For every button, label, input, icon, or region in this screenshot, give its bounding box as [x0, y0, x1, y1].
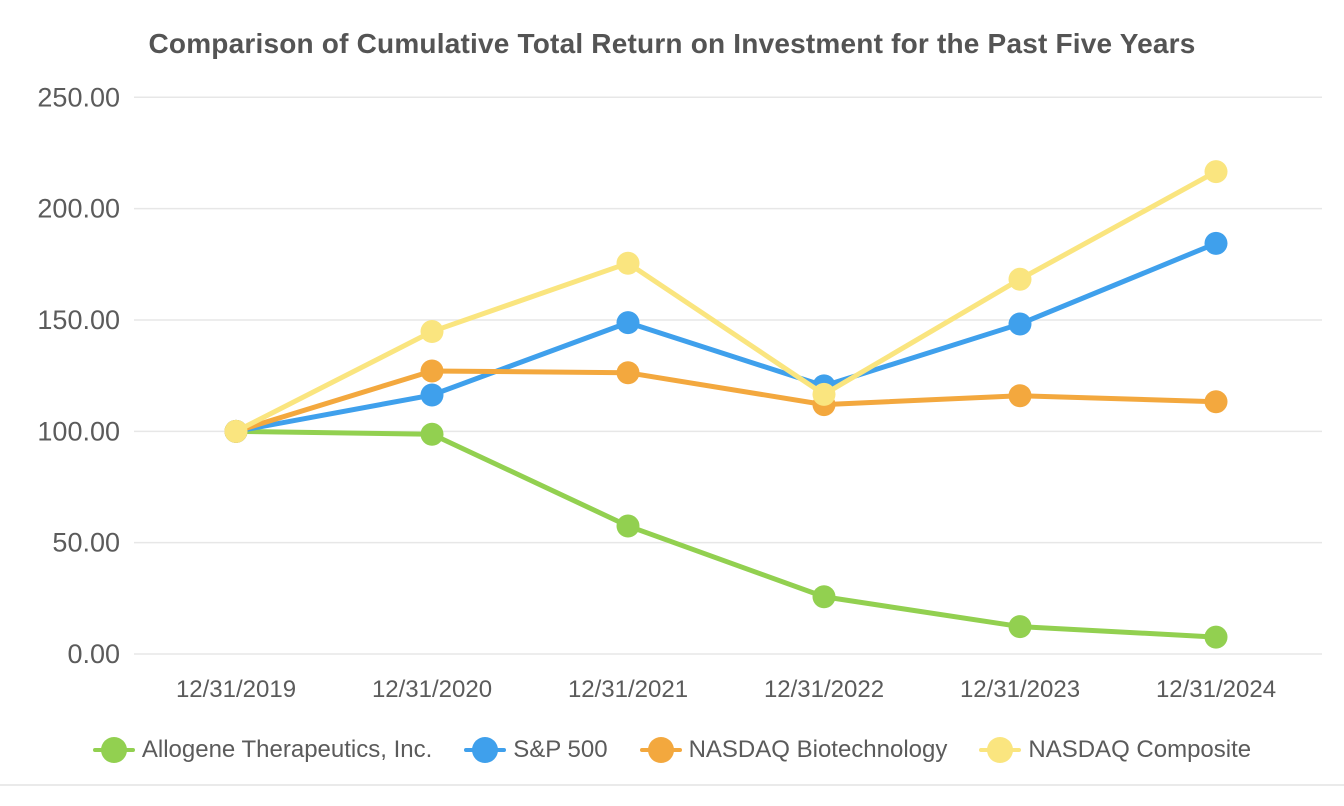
- legend-dot: [987, 737, 1014, 763]
- legend-label: S&P 500: [513, 736, 608, 763]
- data-point-marker: [1204, 390, 1228, 414]
- y-axis-tick-label: 250.00: [37, 82, 120, 112]
- data-point-marker: [420, 422, 444, 446]
- data-point-marker: [1008, 312, 1032, 336]
- series-line: [233, 240, 1219, 434]
- data-point-marker: [616, 251, 640, 275]
- data-point-marker: [616, 311, 640, 335]
- legend-dot: [647, 737, 674, 763]
- data-point-marker: [420, 320, 444, 344]
- legend-item: NASDAQ Composite: [979, 736, 1251, 764]
- legend-dot: [472, 737, 499, 763]
- legend-item: Allogene Therapeutics, Inc.: [92, 736, 433, 764]
- legend-label: Allogene Therapeutics, Inc.: [141, 736, 433, 763]
- y-axis-tick-label: 200.00: [37, 194, 120, 224]
- series-line: [233, 169, 1219, 434]
- y-axis-tick-label: 50.00: [52, 528, 120, 558]
- series-line: [233, 428, 1219, 640]
- y-axis-tick-label: 150.00: [37, 305, 120, 335]
- legend-label: NASDAQ Biotechnology: [688, 736, 948, 763]
- x-axis-tick-label: 12/31/2019: [176, 676, 296, 703]
- legend-marker-icon: [639, 736, 682, 764]
- x-axis-tick-label: 12/31/2022: [764, 676, 884, 703]
- x-axis-tick-label: 12/31/2020: [372, 676, 492, 703]
- data-point-marker: [1204, 160, 1228, 184]
- legend-dot: [100, 737, 127, 763]
- data-point-marker: [616, 514, 640, 538]
- data-point-marker: [616, 361, 640, 385]
- data-point-marker: [1008, 384, 1032, 408]
- series-line: [233, 368, 1219, 434]
- data-point-marker: [1008, 267, 1032, 291]
- x-axis-tick-label: 12/31/2021: [568, 676, 688, 703]
- legend-marker-icon: [92, 736, 135, 764]
- chart-title: Comparison of Cumulative Total Return on…: [148, 28, 1196, 59]
- data-point-marker: [1204, 231, 1228, 255]
- data-point-marker: [224, 419, 248, 443]
- data-point-marker: [1008, 615, 1032, 639]
- y-axis-tick-label: 0.00: [67, 639, 120, 669]
- data-point-marker: [812, 585, 836, 609]
- legend-marker-icon: [464, 736, 507, 764]
- line-chart-plot-area: 250.00 200.00 150.00 100.00 50.00 0.00 12/31/2…: [37, 82, 1322, 703]
- legend-label: NASDAQ Composite: [1028, 736, 1252, 763]
- legend-marker-icon: [979, 736, 1022, 764]
- x-axis-tick-label: 12/31/2023: [960, 676, 1080, 703]
- data-point-marker: [420, 359, 444, 383]
- legend-item: S&P 500: [464, 736, 608, 764]
- legend-item: NASDAQ Biotechnology: [639, 736, 948, 764]
- data-point-marker: [420, 383, 444, 407]
- y-axis-tick-label: 100.00: [37, 416, 120, 446]
- x-axis-tick-label: 12/31/2024: [1156, 676, 1276, 703]
- bottom-divider: [0, 784, 1344, 786]
- data-point-marker: [812, 382, 836, 406]
- data-point-marker: [1204, 625, 1228, 649]
- chart-legend: Allogene Therapeutics, Inc. S&P 500 NASDAQ…: [0, 728, 1344, 772]
